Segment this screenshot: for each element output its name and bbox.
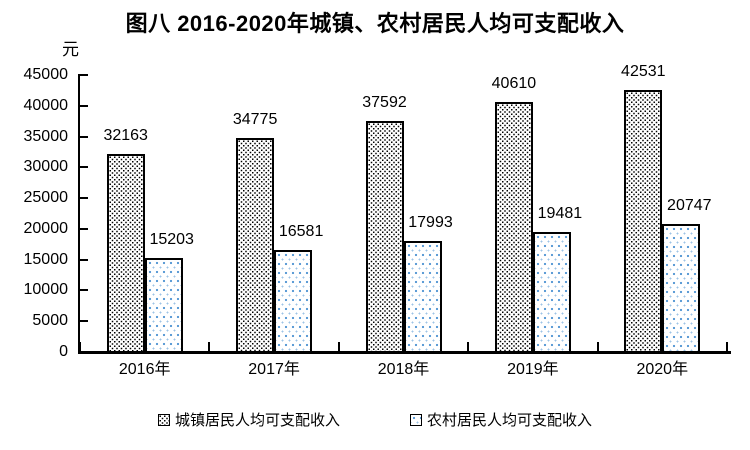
bar-urban [106,154,145,353]
y-tick-label: 5000 [32,312,68,330]
legend-swatch-urban-icon [157,413,170,426]
x-category-label: 2017年 [248,361,300,378]
y-tick-label: 30000 [23,158,69,176]
bar-value-label-urban: 40610 [491,75,537,93]
bar-rural [532,232,571,353]
chart-title: 图八 2016-2020年城镇、农村居民人均可支配收入 [125,11,625,36]
y-tick [80,320,88,323]
bar-value-label-rural: 17993 [408,214,453,232]
bar-value-label-urban: 42531 [621,63,666,81]
bar-rural [403,241,442,353]
y-tick-label: 35000 [23,127,69,145]
x-category-label: 2018年 [377,361,430,378]
y-tick [80,135,88,138]
y-tick [80,289,88,292]
x-category-label: 2020年 [636,361,689,378]
bar-urban [624,90,663,353]
x-tick [337,342,340,351]
y-tick-label: 15000 [23,250,69,268]
x-category-label: 2019年 [507,361,559,378]
y-tick-label: 25000 [23,189,69,207]
y-axis-unit-label: 元 [62,40,79,59]
x-tick [208,342,211,351]
y-axis-line [77,74,80,353]
bar-urban [236,137,275,353]
y-tick-label: 45000 [23,66,69,83]
bar-rural [274,249,313,353]
legend-item-rural: 农村居民人均可支配收入 [410,409,592,430]
x-tick [467,342,470,351]
bar-value-label-urban: 32163 [103,127,148,145]
bar-value-label-urban: 34775 [232,110,278,128]
x-category-label: 2016年 [118,361,171,378]
y-tick [80,258,88,261]
x-tick [726,342,728,351]
y-tick-label: 0 [59,343,68,360]
y-tick-label: 20000 [23,219,69,237]
y-tick-label: 40000 [23,96,69,114]
y-tick [80,351,88,353]
y-tick [80,166,88,169]
y-tick [80,197,88,200]
y-tick [80,104,88,107]
bar-urban [365,120,404,353]
bar-value-label-rural: 15203 [149,231,194,249]
legend: 城镇居民人均可支配收入 农村居民人均可支配收入 [0,409,750,430]
bar-rural [144,258,183,353]
legend-label-urban: 城镇居民人均可支配收入 [174,412,340,429]
x-tick [79,342,81,351]
legend-label-rural: 农村居民人均可支配收入 [427,412,593,429]
bar-value-label-rural: 20747 [667,197,712,215]
legend-swatch-rural-icon [410,413,422,426]
bar-urban [494,102,533,353]
bar-value-label-urban: 37592 [362,93,407,111]
y-tick [80,227,88,230]
bar-rural [662,224,701,353]
y-tick [80,74,88,76]
x-tick [596,342,599,351]
bar-value-label-rural: 19481 [537,205,583,223]
bar-value-label-rural: 16581 [278,222,324,240]
legend-item-urban: 城镇居民人均可支配收入 [157,409,340,430]
y-tick-label: 10000 [23,281,69,299]
